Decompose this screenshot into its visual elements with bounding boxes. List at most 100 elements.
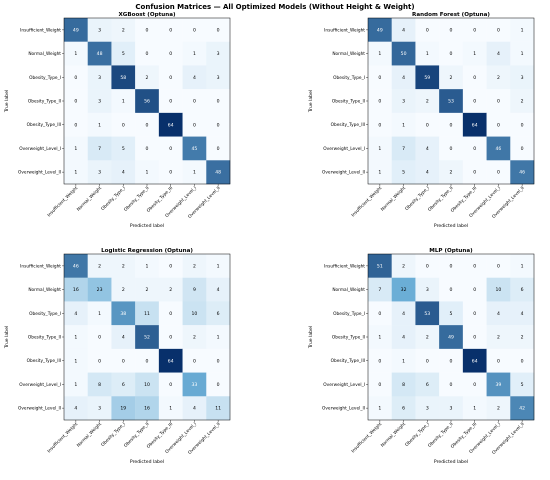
y-tick-label: Overweight_Level_I bbox=[19, 146, 61, 152]
cell-value: 0 bbox=[497, 99, 500, 105]
x-tick-label: Insufficient_Weight bbox=[46, 421, 79, 454]
cell-value: 52 bbox=[144, 335, 150, 341]
cell-value: 0 bbox=[146, 51, 149, 57]
heatmap-cell bbox=[486, 18, 511, 42]
heatmap-cell bbox=[87, 41, 112, 66]
cell-value: 1 bbox=[122, 99, 125, 105]
heatmap-cell bbox=[391, 112, 416, 137]
heatmap-cell bbox=[439, 396, 464, 421]
heatmap-cell bbox=[368, 160, 392, 185]
cell-value: 4 bbox=[193, 75, 196, 81]
cell-value: 1 bbox=[473, 406, 476, 412]
cell-value: 32 bbox=[401, 287, 407, 293]
heatmap-cell bbox=[486, 112, 511, 137]
cell-value: 0 bbox=[74, 99, 77, 105]
confusion-matrix-panel: XGBoost (Optuna) 49 3 2 0 0 0 0 1 48 5 0 0 1 3 0 3 58 2 0 4 3… bbox=[4, 12, 231, 229]
heatmap-cell bbox=[368, 136, 392, 161]
heatmap-cell bbox=[462, 112, 487, 137]
cell-value: 1 bbox=[378, 170, 381, 176]
heatmap-cell bbox=[486, 348, 511, 373]
heatmap-cell bbox=[158, 112, 183, 137]
cell-value: 0 bbox=[378, 75, 381, 81]
heatmap-cell bbox=[111, 348, 136, 373]
cell-value: 6 bbox=[426, 382, 429, 388]
cell-value: 2 bbox=[426, 335, 429, 341]
cell-value: 0 bbox=[497, 170, 500, 176]
cell-value: 0 bbox=[169, 170, 172, 176]
heatmap-cell bbox=[182, 254, 207, 278]
heatmap-cell bbox=[206, 89, 231, 114]
cell-value: 5 bbox=[521, 382, 524, 388]
y-tick-label: Obesity_Type_II bbox=[332, 335, 365, 341]
heatmap-cell bbox=[87, 136, 112, 161]
cell-value: 3 bbox=[426, 406, 429, 412]
heatmap-cell bbox=[391, 136, 416, 161]
cell-value: 0 bbox=[217, 122, 220, 128]
cell-value: 2 bbox=[122, 287, 125, 293]
cell-value: 0 bbox=[378, 122, 381, 128]
cell-value: 2 bbox=[497, 75, 500, 81]
heatmap-cell bbox=[391, 348, 416, 373]
heatmap-cell bbox=[415, 348, 440, 373]
heatmap-cell bbox=[111, 325, 136, 350]
y-tick-label: Obesity_Type_II bbox=[28, 335, 61, 341]
cell-value: 53 bbox=[448, 99, 454, 105]
cell-value: 4 bbox=[426, 146, 429, 152]
heatmap-cell bbox=[182, 160, 207, 185]
heatmap-cell bbox=[368, 348, 392, 373]
cell-value: 16 bbox=[73, 287, 79, 293]
heatmap-cell bbox=[135, 112, 160, 137]
cell-value: 0 bbox=[497, 358, 500, 364]
cell-value: 10 bbox=[144, 382, 150, 388]
heatmap-cell bbox=[87, 325, 112, 350]
cell-value: 1 bbox=[473, 51, 476, 57]
panel-title: MLP (Optuna) bbox=[429, 248, 473, 254]
heatmap-cell bbox=[158, 254, 183, 278]
panel-title: Logistic Regression (Optuna) bbox=[101, 248, 193, 254]
heatmap-cell bbox=[64, 89, 88, 114]
heatmap-cell bbox=[206, 348, 231, 373]
heatmap-cell bbox=[206, 160, 231, 185]
cell-value: 39 bbox=[495, 382, 501, 388]
heatmap-cell bbox=[439, 254, 464, 278]
cell-value: 0 bbox=[378, 382, 381, 388]
heatmap-cell bbox=[368, 89, 392, 114]
cell-value: 1 bbox=[74, 51, 77, 57]
cell-value: 2 bbox=[193, 335, 196, 341]
cell-value: 2 bbox=[497, 406, 500, 412]
confusion-matrix-panel: Logistic Regression (Optuna)46 2 2 1 0 2 116 23… bbox=[4, 248, 231, 465]
cell-value: 7 bbox=[98, 146, 101, 152]
cell-value: 0 bbox=[450, 122, 453, 128]
y-tick-label: Obesity_Type_II bbox=[332, 99, 365, 105]
heatmap-cell bbox=[439, 277, 464, 302]
cell-value: 46 bbox=[495, 146, 501, 152]
heatmap-cell bbox=[391, 65, 416, 90]
heatmap-cell bbox=[462, 277, 487, 302]
heatmap-cell bbox=[64, 112, 88, 137]
confusion-matrix-panel: MLP (Optuna)51 2 0 0 0 0 17 32 3 0 0 10 60 4 53 5 0 4 41 4 2… bbox=[308, 248, 535, 465]
cell-value: 0 bbox=[473, 382, 476, 388]
heatmap-cell bbox=[391, 18, 416, 42]
heatmap-cell bbox=[486, 41, 511, 66]
heatmap-cell bbox=[439, 136, 464, 161]
heatmap-cell bbox=[87, 396, 112, 421]
cell-value: 3 bbox=[521, 75, 524, 81]
cell-value: 4 bbox=[122, 335, 125, 341]
heatmap-cell bbox=[135, 372, 160, 397]
y-tick-label: Obesity_Type_I bbox=[29, 75, 61, 81]
cell-value: 0 bbox=[217, 27, 220, 33]
cell-value: 0 bbox=[497, 27, 500, 33]
cell-value: 1 bbox=[378, 406, 381, 412]
heatmap-cell bbox=[158, 396, 183, 421]
y-tick-label: Overweight_Level_II bbox=[18, 406, 61, 412]
x-tick-label: Normal_Weight bbox=[380, 185, 408, 213]
cell-value: 0 bbox=[98, 358, 101, 364]
cell-value: 0 bbox=[473, 263, 476, 269]
heatmap-cell bbox=[182, 372, 207, 397]
heatmap-cell bbox=[158, 348, 183, 373]
cell-value: 0 bbox=[473, 27, 476, 33]
y-tick-label: Obesity_Type_I bbox=[29, 311, 61, 317]
x-axis-label: Predicted label bbox=[434, 223, 468, 229]
cell-value: 42 bbox=[519, 406, 525, 412]
cell-value: 0 bbox=[378, 99, 381, 105]
